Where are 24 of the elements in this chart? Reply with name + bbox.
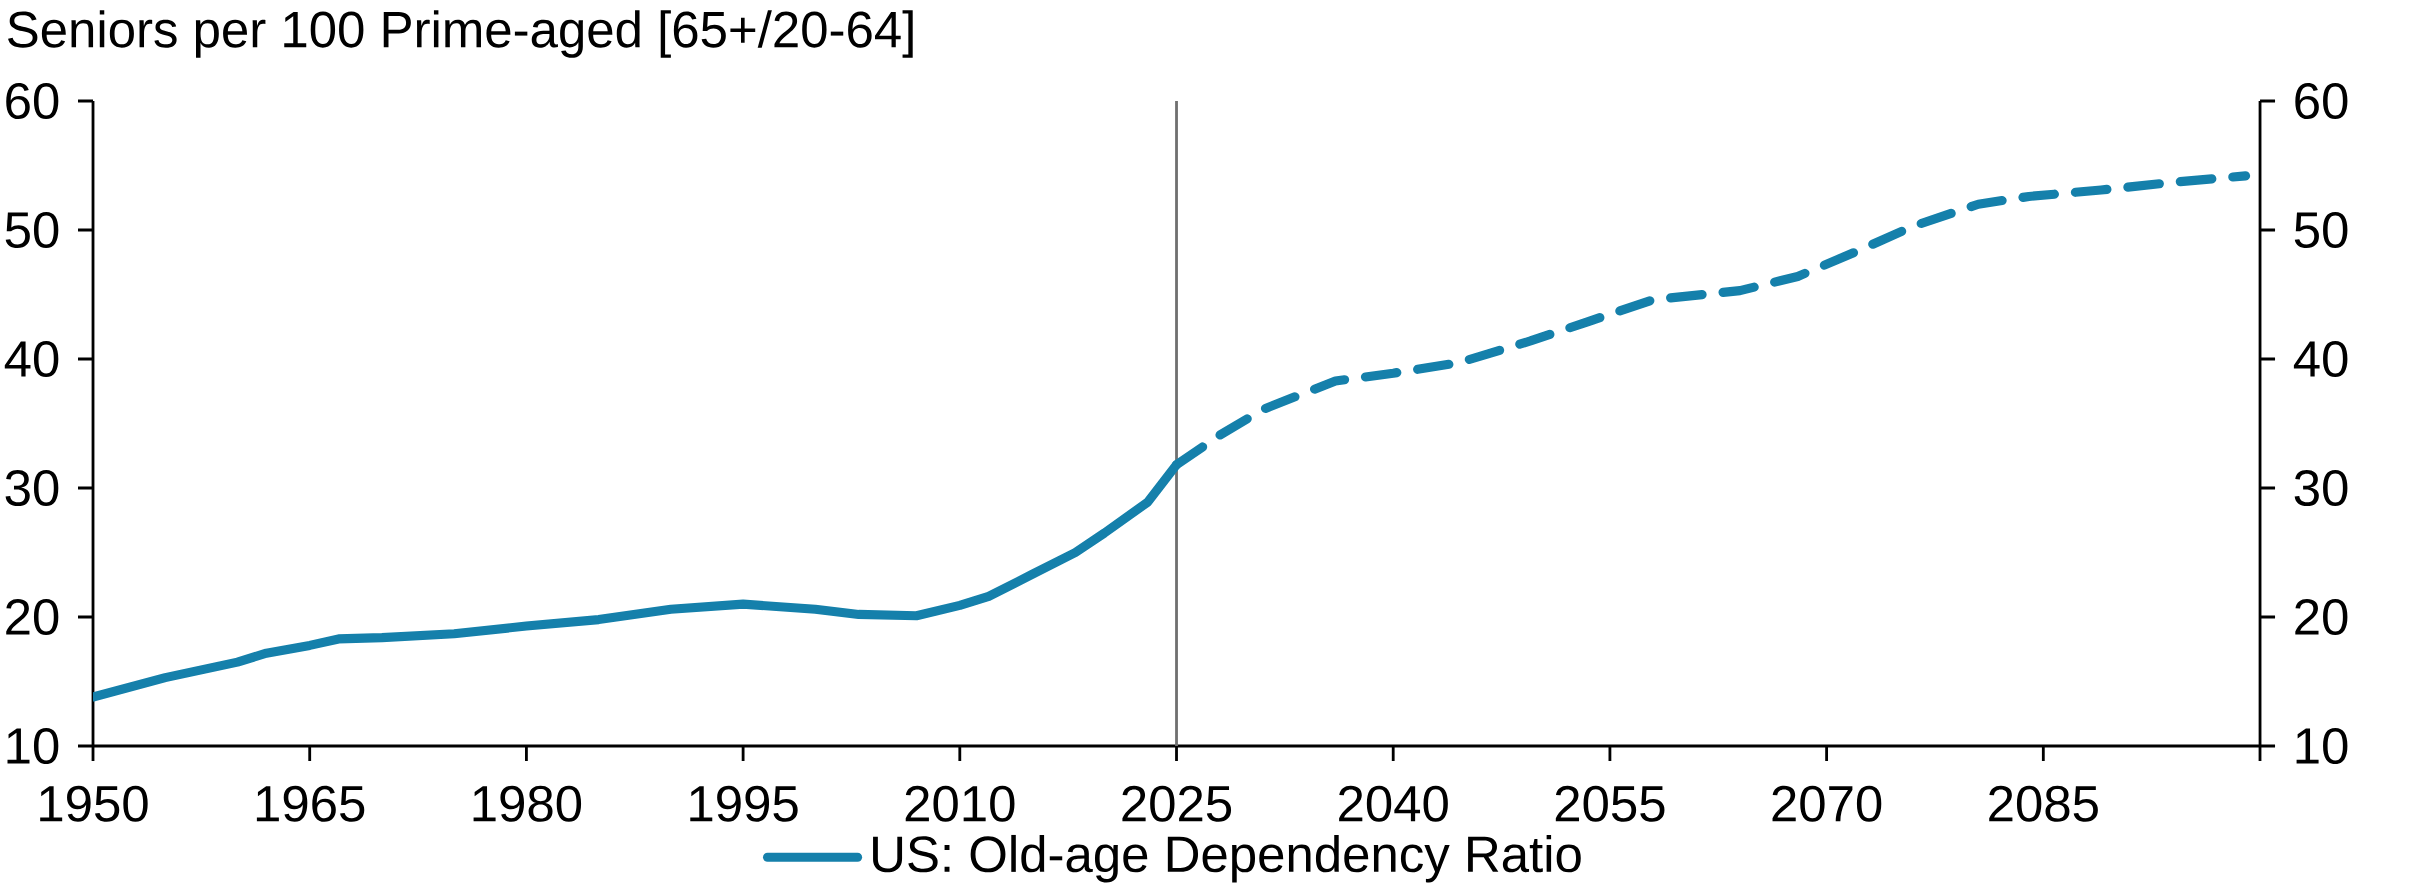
legend-label: US: Old-age Dependency Ratio	[873, 834, 1581, 883]
x-tick-label: 1965	[256, 785, 365, 822]
x-tick-label: 2055	[1555, 785, 1665, 822]
y-tick-label: 10	[7, 727, 59, 765]
y-tick-label: 20	[6, 598, 59, 636]
y-tick-label: 60	[6, 82, 59, 120]
y2-tick-label: 60	[2295, 82, 2348, 120]
y-axis-title: Seniors per 100 Prime-aged [65+/20-64]	[8, 10, 913, 58]
x-tick-label: 2070	[1772, 785, 1882, 822]
x-tick-label: 1950	[40, 785, 148, 822]
y2-tick-label: 40	[2293, 340, 2348, 378]
x-tick-label: 2085	[1989, 785, 2098, 822]
y2-tick-label: 50	[2294, 211, 2348, 249]
x-tick-label: 2040	[1339, 785, 1448, 822]
y-tick-label: 50	[5, 211, 59, 249]
y-tick-label: 30	[5, 469, 59, 507]
y2-tick-label: 20	[2295, 598, 2348, 636]
x-tick-label: 2025	[1122, 785, 1232, 822]
y2-tick-label: 10	[2296, 727, 2348, 765]
y2-tick-label: 30	[2294, 469, 2348, 507]
x-tick-label: 2010	[905, 785, 1015, 822]
x-tick-label: 1995	[690, 785, 798, 822]
y-tick-label: 40	[4, 340, 59, 378]
x-tick-label: 1980	[473, 785, 582, 822]
